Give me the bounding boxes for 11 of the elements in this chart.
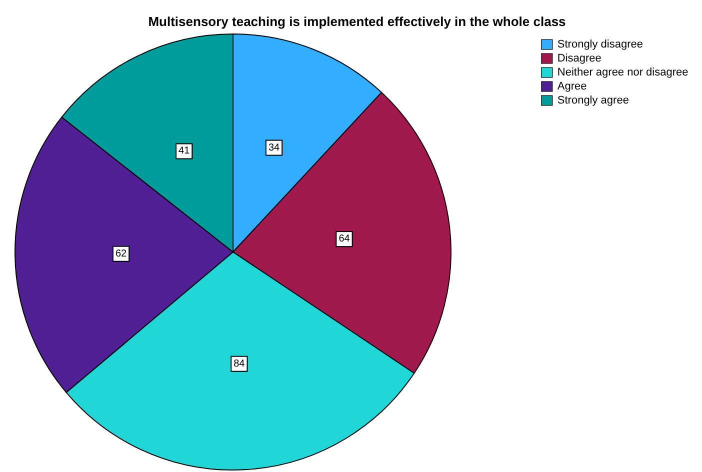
data-label: 34 xyxy=(268,142,280,154)
legend-label: Strongly disagree xyxy=(557,38,644,50)
legend-label: Agree xyxy=(557,80,587,92)
data-label: 64 xyxy=(338,234,350,245)
legend-label: Neither agree nor disagree xyxy=(557,66,688,78)
legend-label: Disagree xyxy=(557,52,602,64)
chart-title: Multisensory teaching is implemented effectively in the whole class xyxy=(148,14,566,29)
legend-label: Strongly agree xyxy=(557,94,629,106)
data-label: 41 xyxy=(178,146,190,157)
data-label: 62 xyxy=(115,248,128,260)
data-label: 84 xyxy=(234,358,246,370)
